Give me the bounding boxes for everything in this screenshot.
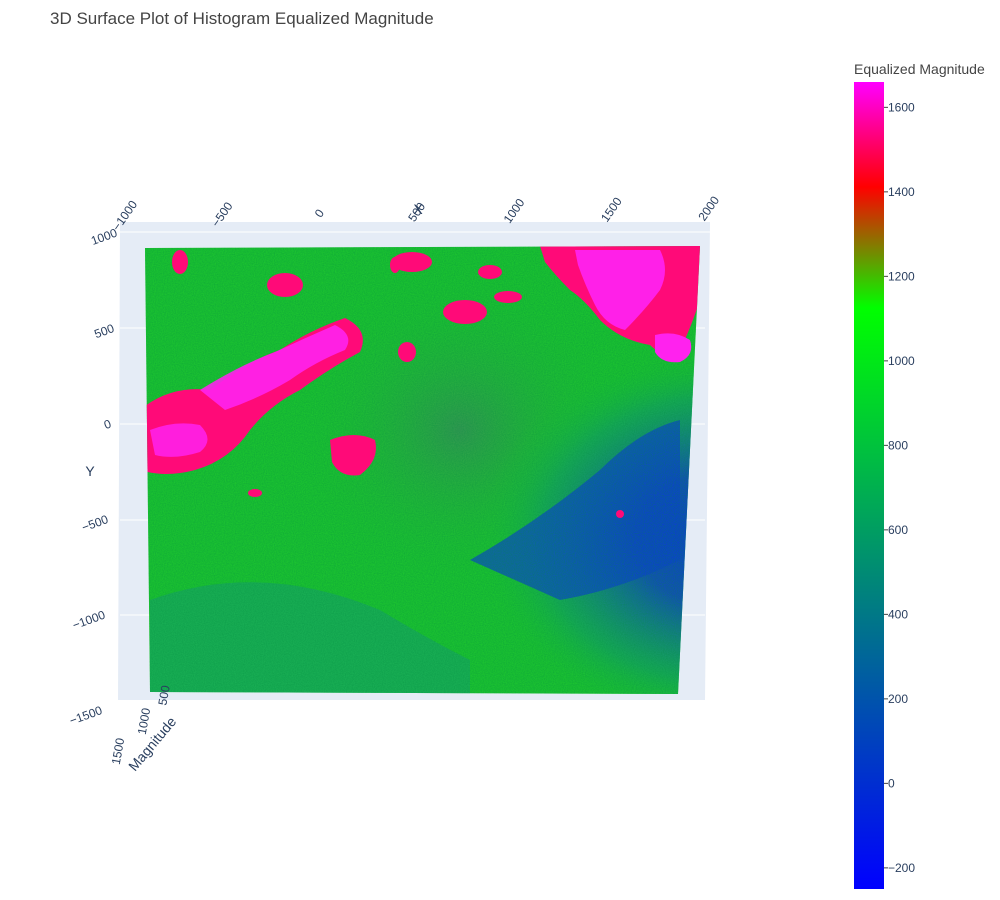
- colorbar-tick-label: −200: [888, 861, 915, 875]
- x-axis-title: X: [413, 201, 423, 217]
- colorbar-tick-label: 800: [888, 438, 908, 452]
- high-region-top-right: [540, 246, 700, 363]
- y-axis-title: Y: [85, 463, 95, 479]
- z-axis-title: Magnitude: [125, 713, 179, 774]
- x-tick-label: 1500: [598, 194, 625, 224]
- colorbar-tick-label: 1600: [888, 100, 915, 114]
- y-tick-label: −500: [80, 512, 110, 535]
- colorbar-tick-label: 600: [888, 523, 908, 537]
- colorbar-tick-label: 1000: [888, 354, 915, 368]
- high-region-spots: [172, 250, 624, 518]
- colorbar-title: Equalized Magnitude: [854, 61, 985, 77]
- chart-title: 3D Surface Plot of Histogram Equalized M…: [50, 9, 434, 28]
- colorbar-tick-label: 1400: [888, 185, 915, 199]
- x-tick-label: 2000: [695, 193, 722, 223]
- y-tick-label: −1000: [71, 608, 108, 633]
- colorbar-tick-label: 1200: [888, 269, 915, 283]
- colorbar-ticks: 1600 1400 1200 1000 800 600 400 200 0 −200: [884, 100, 915, 875]
- colorbar-tick-label: 400: [888, 607, 908, 621]
- x-tick-label: 0: [312, 206, 327, 220]
- colorbar: [854, 82, 884, 889]
- colorbar-tick-label: 0: [888, 776, 895, 790]
- y-tick-label: 0: [102, 417, 113, 433]
- y-tick-label: 500: [92, 321, 116, 341]
- z-tick-label: 1000: [135, 707, 153, 736]
- colorbar-tick-label: 200: [888, 692, 908, 706]
- x-tick-label: 1000: [501, 196, 528, 226]
- y-tick-label: 1000: [89, 226, 119, 248]
- high-region-left: [145, 318, 376, 476]
- y-tick-label: −1500: [68, 703, 105, 728]
- surface: [145, 246, 700, 694]
- z-tick-label: 500: [155, 684, 172, 706]
- z-tick-label: 1500: [109, 737, 127, 766]
